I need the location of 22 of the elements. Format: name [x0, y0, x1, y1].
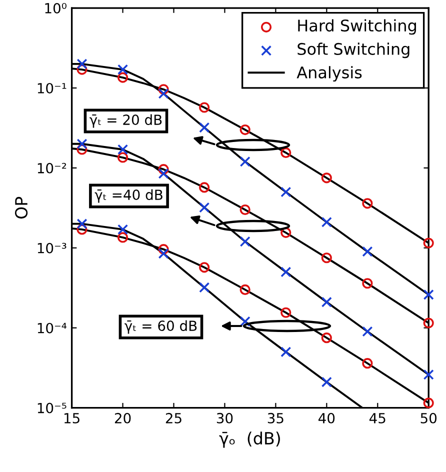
y-axis-title: OP [14, 196, 28, 219]
legend-label: Hard Switching [298, 19, 416, 35]
x-tick-label: 15 [64, 413, 80, 424]
x-axis-title: γ̄ₒ (dB) [219, 432, 280, 448]
legend-label: Analysis [296, 66, 362, 82]
x-tick-label: 40 [318, 412, 335, 424]
x-tick-label: 30 [216, 412, 233, 424]
annotation: γ̄ₜ = 20 dB [90, 114, 162, 128]
y-tick-label: 10⁻⁴ [38, 322, 67, 334]
annotation: γ̄ₜ =40 dB [94, 189, 162, 203]
y-tick-label: 10⁻¹ [38, 82, 66, 94]
x-tick-label: 50 [420, 412, 437, 424]
y-tick-label: 10⁰ [45, 2, 66, 14]
y-tick-label: 10⁻² [38, 162, 66, 174]
annotation: γ̄ₜ = 60 dB [124, 320, 197, 334]
x-tick-label: 25 [166, 412, 182, 424]
x-tick-label: 45 [369, 413, 386, 424]
legend-label: Soft Switching [298, 42, 410, 58]
x-tick-label: 20 [114, 412, 131, 424]
y-tick-label: 10⁻⁵ [38, 402, 66, 414]
x-tick-label: 35 [268, 412, 284, 424]
y-tick-label: 10⁻³ [38, 242, 66, 254]
